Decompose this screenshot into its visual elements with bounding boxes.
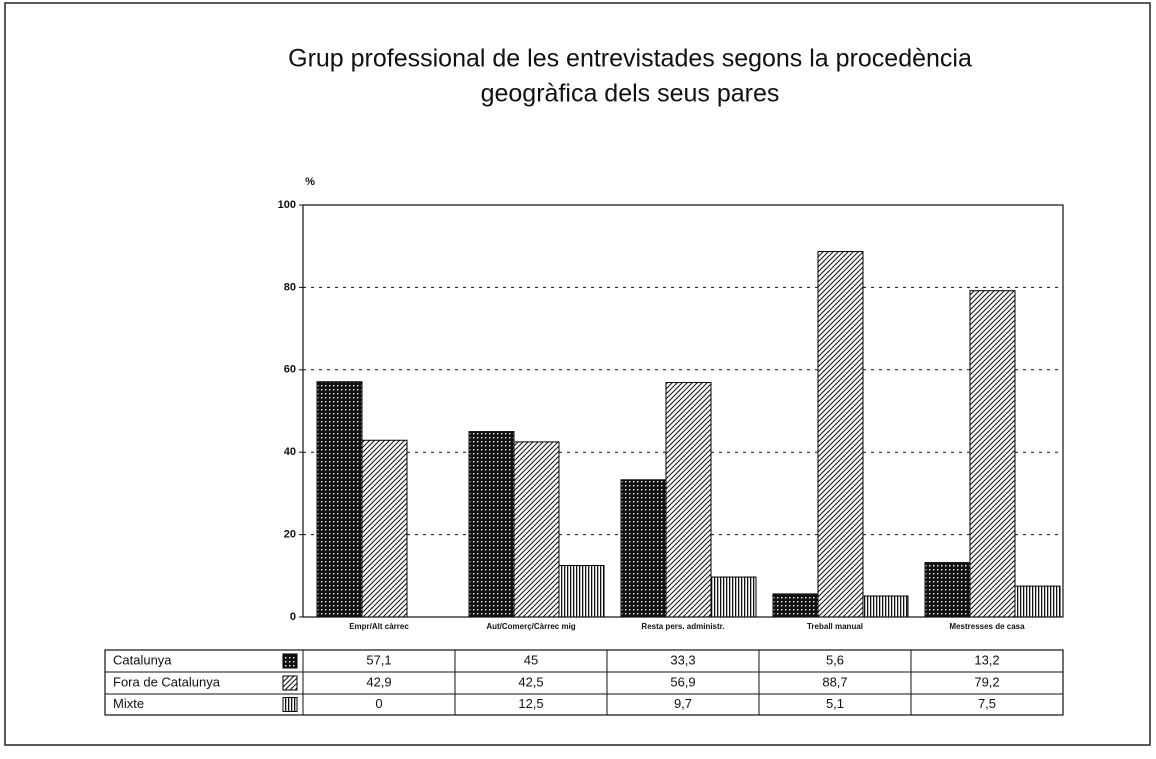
y-tick-label: 80 [284,281,296,293]
plot-frame [302,204,1064,618]
x-tick-label: Resta pers. administr. [641,622,724,631]
data-label: 7,5 [978,696,996,711]
x-tick-label: Treball manual [807,622,863,631]
x-tick-label: Empr/Alt càrrec [349,622,409,631]
data-label: 5,1 [826,696,844,711]
y-tick-label: 0 [290,611,296,623]
bar [772,593,819,618]
legend-label: Fora de Catalunya [113,674,221,689]
bar [924,562,971,618]
data-label: 42,9 [366,674,391,689]
bar [710,576,757,618]
data-label: 0 [375,696,382,711]
data-label: 5,6 [826,652,844,667]
x-tick-label: Aut/Comerç/Càrrec mig [486,622,575,631]
chart-title: geogràfica dels seus pares [481,80,780,108]
legend-swatch [282,697,298,712]
data-label: 45 [524,652,538,667]
data-label: 42,5 [518,674,543,689]
legend-label: Catalunya [113,652,172,667]
data-label: 79,2 [974,674,999,689]
legend-label: Mixte [113,696,144,711]
data-label: 57,1 [366,652,391,667]
y-tick-label: 40 [284,446,296,458]
table-frame [104,649,1064,716]
legend-swatch [282,675,298,691]
bar [513,441,560,618]
y-tick-label: 20 [284,529,296,541]
frame [4,2,1151,746]
data-label: 88,7 [822,674,847,689]
y-tick-label: 100 [278,199,296,211]
y-axis-label: % [305,176,315,188]
bar [1014,585,1061,618]
bar [817,251,864,618]
chart-title: Grup professional de les entrevistades s… [288,45,972,73]
bar [468,431,515,618]
bar [969,290,1016,618]
data-label: 33,3 [670,652,695,667]
data-label: 56,9 [670,674,695,689]
legend-swatch [282,653,298,669]
bar [316,381,363,618]
x-tick-label: Mestresses de casa [949,622,1025,631]
data-label: 9,7 [674,696,692,711]
bar [558,565,605,618]
data-label: 13,2 [974,652,999,667]
bar [361,439,408,618]
y-tick-label: 60 [284,364,296,376]
bar [862,595,909,618]
bar [620,479,667,618]
data-label: 12,5 [518,696,543,711]
bar [665,382,712,618]
